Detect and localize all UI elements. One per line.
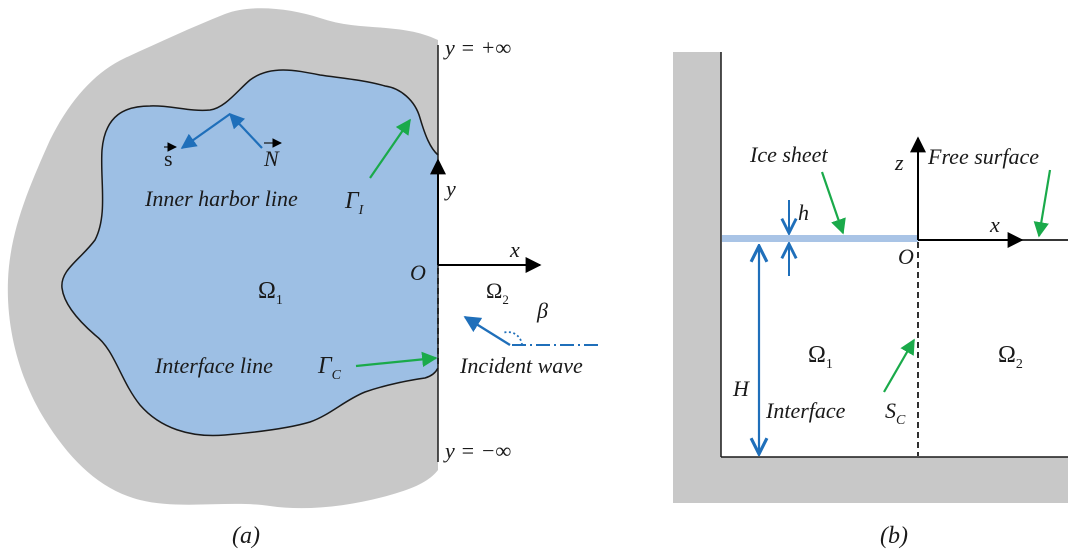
omega2-label: Ω2 <box>486 278 509 307</box>
omega2-b-label: Ω2 <box>998 342 1023 372</box>
caption-a: (a) <box>232 523 260 549</box>
y-neg-inf-label: y = −∞ <box>443 438 511 463</box>
origin-label: O <box>410 260 426 285</box>
s-c-pointer <box>883 338 915 393</box>
interface-label: Interface line <box>154 353 273 378</box>
omega1-label: Ω1 <box>258 278 283 308</box>
H-label: H <box>732 376 750 401</box>
caption-b: (b) <box>880 523 908 549</box>
incident-wave-label: Incident wave <box>459 353 583 378</box>
h-label: h <box>798 200 809 225</box>
seabed-and-wall <box>673 52 1068 503</box>
y-pos-inf-label: y = +∞ <box>443 35 511 60</box>
ice-sheet-pointer <box>820 171 846 235</box>
s-vector-label: s <box>164 146 173 171</box>
harbor-water <box>61 69 439 437</box>
interface-b-label: Interface <box>765 398 846 423</box>
y-axis-label: y <box>444 176 456 201</box>
gamma-i-label: ΓI <box>344 188 365 218</box>
gamma-c-label: ΓC <box>317 353 342 383</box>
x-axis-b-label: x <box>989 212 1000 237</box>
free-surface-label: Free surface <box>927 144 1039 169</box>
beta-angle-arc <box>502 331 523 346</box>
origin-b-label: O <box>898 244 914 269</box>
s-c-label: SC <box>885 398 906 428</box>
ice-sheet-label: Ice sheet <box>749 142 828 167</box>
beta-label: β <box>536 298 548 323</box>
gamma-c-pointer <box>355 351 438 368</box>
normal-vector-arrow <box>228 112 263 149</box>
gamma-i-pointer <box>369 118 411 179</box>
x-axis-label: x <box>509 237 520 262</box>
n-vector-label: N <box>263 146 280 171</box>
inner-harbor-label: Inner harbor line <box>144 186 298 211</box>
omega1-b-label: Ω1 <box>808 342 833 372</box>
free-surface-pointer <box>1033 169 1052 238</box>
z-axis-label: z <box>894 150 904 175</box>
incident-wave-arrow <box>463 315 511 347</box>
tangent-vector-arrow <box>180 113 231 149</box>
panel-b: Ice sheet Free surface z x O h H Ω1 Ω2 I… <box>673 52 1068 549</box>
panel-a: y = +∞ y = −∞ y x O Ω1 Ω2 β Inner harbor… <box>7 8 600 549</box>
ice-sheet <box>722 235 918 242</box>
